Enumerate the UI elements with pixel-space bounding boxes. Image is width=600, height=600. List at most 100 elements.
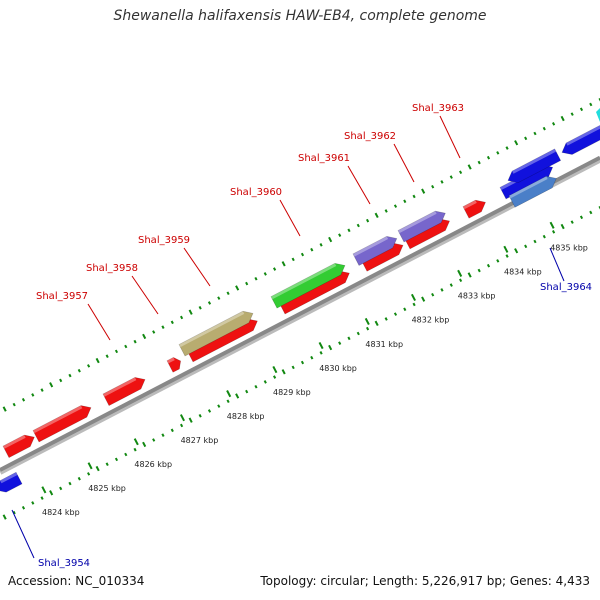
tick-dot bbox=[133, 339, 137, 344]
tick-dot bbox=[281, 369, 286, 375]
tick-label: 4824 kbp bbox=[42, 508, 80, 517]
tick-dot bbox=[533, 239, 537, 244]
tick-dot bbox=[524, 136, 528, 141]
tick-dot bbox=[170, 320, 174, 325]
tick-dot bbox=[403, 307, 407, 312]
tick-dot bbox=[95, 465, 100, 472]
gene-label: Shal_3963 bbox=[412, 103, 464, 114]
tick-dot bbox=[524, 244, 528, 249]
tick-dot bbox=[579, 215, 584, 220]
tick-dot bbox=[142, 441, 147, 448]
gene-arrow-reverse bbox=[561, 123, 600, 155]
tick-dot bbox=[412, 302, 416, 307]
tick-dot bbox=[263, 380, 267, 384]
tick-dot bbox=[152, 438, 156, 442]
gene-label: Shal_3958 bbox=[86, 263, 138, 274]
tick-dot bbox=[263, 272, 267, 276]
tick-dot bbox=[505, 254, 509, 258]
tick-dot bbox=[152, 330, 156, 334]
gene-arrow bbox=[166, 357, 181, 373]
tick-labels: 4824 kbp 4825 kbp 4826 kbp 4827 kbp 4828 kbp… bbox=[42, 244, 588, 518]
tick-dot bbox=[235, 393, 240, 399]
tick-dot bbox=[477, 268, 481, 273]
lower-tick-dots bbox=[2, 205, 600, 520]
gene-label: Shal_3964 bbox=[540, 282, 592, 293]
tick-dot bbox=[188, 309, 193, 315]
tick-dot bbox=[188, 417, 193, 423]
tick-dot bbox=[459, 170, 463, 175]
tick-dot bbox=[421, 188, 426, 194]
gene-label: Shal_3959 bbox=[138, 235, 190, 246]
tick-dot bbox=[21, 505, 26, 510]
tick-label: 4833 kbp bbox=[458, 292, 496, 301]
major-tick bbox=[457, 269, 463, 277]
tick-dot bbox=[105, 462, 109, 466]
tick-dot bbox=[114, 457, 119, 462]
gene-label: Shal_3962 bbox=[344, 131, 396, 142]
edge-feature bbox=[596, 108, 600, 122]
tick-dot bbox=[291, 257, 295, 262]
tick-dot bbox=[467, 272, 472, 278]
major-tick bbox=[318, 341, 324, 350]
major-tick bbox=[87, 462, 93, 470]
gene-arrow bbox=[32, 405, 92, 443]
tick-dot bbox=[21, 397, 26, 402]
tick-dot bbox=[226, 291, 230, 296]
label-leader-line bbox=[131, 275, 159, 315]
accession-text: Accession: NC_010334 bbox=[8, 574, 145, 588]
tick-dot bbox=[347, 336, 351, 341]
gene-label: Shal_3961 bbox=[298, 153, 350, 164]
backbone-line bbox=[0, 155, 600, 472]
label-leader-line bbox=[347, 165, 371, 205]
tick-dot bbox=[235, 285, 240, 291]
major-tick bbox=[364, 317, 370, 326]
tick-dot bbox=[170, 428, 174, 433]
gene-arrow bbox=[102, 377, 146, 406]
major-tick bbox=[133, 438, 139, 446]
tick-dot bbox=[226, 399, 230, 404]
tick-dot bbox=[31, 393, 35, 397]
gene-arrow-purple bbox=[397, 210, 446, 243]
tick-dot bbox=[281, 261, 286, 267]
gene-arrow bbox=[2, 434, 35, 459]
tick-dot bbox=[560, 223, 565, 230]
major-tick bbox=[549, 221, 555, 229]
label-leader-line bbox=[87, 303, 111, 341]
tick-dot bbox=[384, 209, 388, 213]
gene-label: Shal_3957 bbox=[36, 291, 88, 302]
tick-dot bbox=[2, 514, 7, 520]
tick-dot bbox=[598, 205, 600, 210]
tick-label: 4832 kbp bbox=[412, 316, 450, 325]
tick-dot bbox=[95, 357, 100, 364]
tick-dot bbox=[328, 236, 333, 243]
major-tick bbox=[226, 390, 232, 398]
tick-dot bbox=[49, 490, 54, 496]
tick-dot bbox=[300, 360, 305, 365]
label-leader-line bbox=[11, 509, 35, 559]
tick-dot bbox=[59, 486, 63, 491]
tick-dot bbox=[68, 373, 72, 378]
tick-dot bbox=[570, 220, 574, 224]
tick-dot bbox=[338, 233, 342, 237]
tick-dot bbox=[589, 102, 593, 107]
lower-major-ticks bbox=[41, 221, 555, 494]
tick-dot bbox=[589, 210, 593, 215]
tick-dot bbox=[467, 164, 472, 170]
tick-label: 4829 kbp bbox=[273, 388, 311, 397]
tick-dot bbox=[198, 305, 202, 310]
tick-dot bbox=[533, 131, 537, 136]
label-leaders bbox=[11, 115, 565, 559]
map-title: Shewanella halifaxensis HAW-EB4, complet… bbox=[113, 8, 487, 24]
tick-label: 4825 kbp bbox=[88, 484, 126, 493]
major-tick bbox=[503, 245, 509, 253]
tick-dot bbox=[217, 296, 221, 300]
tick-dot bbox=[579, 107, 584, 112]
tick-dot bbox=[542, 234, 546, 239]
label-leader-line bbox=[393, 143, 415, 183]
tick-dot bbox=[496, 259, 500, 263]
gene-label: Shal_3954 bbox=[38, 558, 90, 569]
tick-label: 4830 kbp bbox=[319, 364, 357, 373]
genome-stats-text: Topology: circular; Length: 5,226,917 bp… bbox=[260, 574, 590, 588]
tick-dot bbox=[124, 452, 128, 457]
tick-dot bbox=[366, 326, 370, 331]
